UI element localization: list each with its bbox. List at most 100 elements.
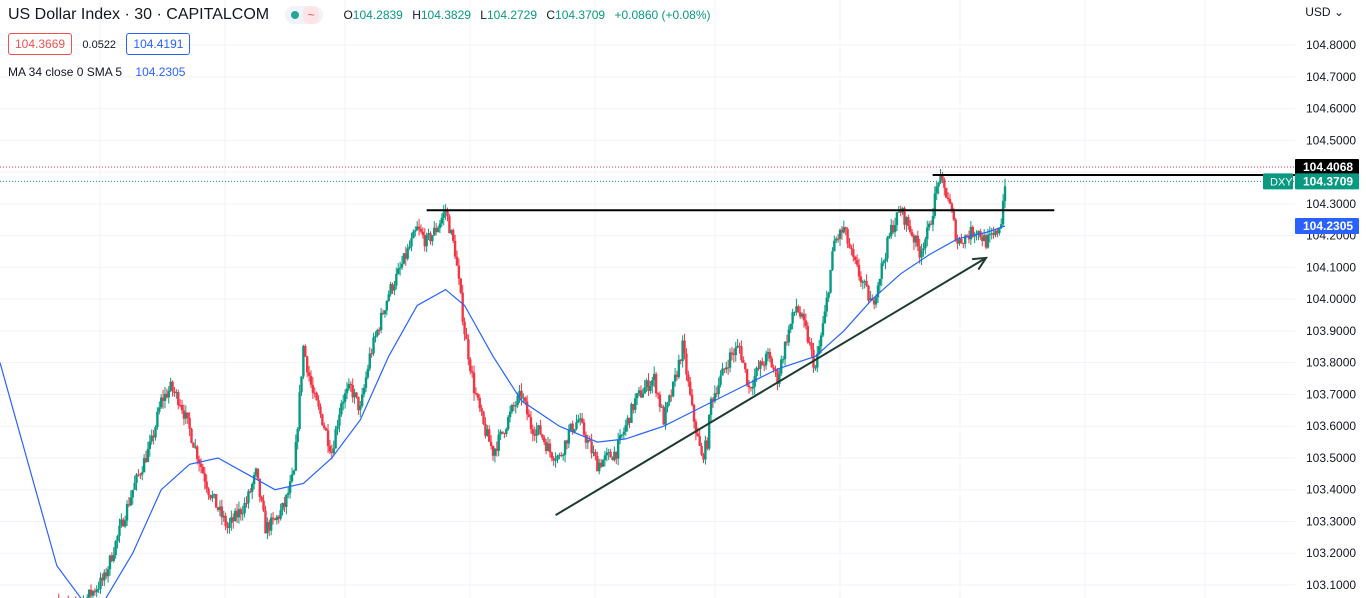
candle-body	[736, 345, 739, 348]
candle-body	[135, 474, 138, 483]
candle-body	[838, 229, 842, 239]
candle-body	[529, 417, 533, 430]
candle-body	[425, 235, 428, 247]
candle-body	[829, 269, 832, 293]
candle-body	[281, 502, 284, 511]
candle-body	[656, 393, 660, 395]
candle-body	[605, 452, 608, 456]
candle-body	[133, 482, 136, 490]
candle-body	[387, 294, 390, 301]
candle-body	[154, 427, 157, 438]
candle-body	[660, 406, 663, 408]
candle-body	[554, 459, 557, 461]
candle-body	[408, 246, 411, 249]
candle-body	[412, 231, 415, 239]
candle-body	[233, 510, 237, 522]
candle-body	[742, 359, 745, 363]
currency-selector[interactable]: USD ⌄	[1305, 5, 1344, 19]
candle-body	[709, 398, 713, 415]
indicator-title: MA 34 close 0 SMA 5	[8, 65, 123, 79]
candle-body	[474, 392, 478, 395]
candle-body	[616, 439, 620, 459]
candle-body	[87, 589, 91, 598]
candle-body	[190, 428, 193, 443]
candle-body	[357, 396, 360, 411]
candle-body	[956, 239, 959, 244]
low-label: L	[480, 8, 487, 23]
indicator-legend[interactable]: MA 34 close 0 SMA 5 104.2305	[8, 65, 185, 79]
market-status-chip[interactable]: ~	[285, 6, 324, 25]
candle-body	[125, 504, 129, 521]
candle-body	[641, 393, 645, 398]
candle-body	[275, 516, 279, 521]
candle-body	[759, 361, 762, 369]
candle-body	[315, 392, 318, 401]
candle-body	[366, 368, 370, 378]
candle-body	[245, 503, 248, 505]
candle-body	[799, 312, 802, 317]
candle-body	[355, 392, 358, 397]
candle-body	[486, 429, 489, 436]
candle-body	[104, 572, 108, 577]
candle-body	[404, 253, 407, 259]
candle-body	[434, 227, 438, 233]
candle-body	[194, 446, 197, 448]
low-value: 104.2729	[486, 8, 538, 23]
candle-body	[810, 342, 813, 350]
candle-body	[594, 452, 597, 457]
candle-body	[510, 405, 514, 412]
candle-body	[929, 223, 933, 225]
candle-body	[698, 436, 701, 446]
price-axis[interactable]: 103.1000 103.2000 103.3000 103.4000 103.5000…	[1306, 38, 1356, 592]
candle-body	[491, 445, 495, 456]
candle-body	[120, 519, 123, 526]
candle-body	[516, 395, 519, 406]
symbol-title[interactable]: US Dollar Index · 30 · CAPITALCOM	[8, 6, 270, 23]
candle-body	[328, 446, 332, 452]
candle-body	[696, 433, 700, 437]
candle-body	[376, 329, 379, 336]
candle-body	[216, 507, 220, 511]
candle-body	[256, 468, 260, 479]
candle-body	[615, 451, 618, 459]
market-open-dot-icon	[291, 11, 300, 20]
candle-body	[214, 494, 218, 508]
candle-body	[531, 429, 535, 435]
close-value: 104.3709	[555, 8, 606, 23]
candle-body	[711, 398, 715, 402]
candle-body	[480, 408, 483, 412]
candle-body	[753, 376, 756, 387]
candle-body	[679, 359, 682, 361]
candle-body	[541, 434, 544, 438]
candle-body	[224, 515, 227, 527]
candle-body	[383, 310, 387, 315]
candle-body	[670, 395, 673, 397]
candle-body	[505, 429, 508, 434]
buy-button[interactable]: 104.4191	[126, 33, 191, 55]
candle-body	[359, 405, 362, 411]
candle-body	[347, 383, 351, 389]
candle-body	[451, 230, 455, 241]
candle-body	[611, 457, 614, 461]
candle-body	[967, 236, 971, 240]
candle-body	[205, 481, 208, 489]
candle-body	[802, 313, 806, 321]
candle-body	[601, 460, 605, 467]
candle-body	[984, 235, 988, 248]
candle-body	[184, 412, 188, 419]
candle-body	[110, 555, 114, 561]
candle-body	[304, 345, 307, 357]
candle-body	[400, 263, 404, 268]
y-tick-label: 103.1000	[1306, 578, 1356, 592]
candle-body	[438, 223, 442, 229]
candle-body	[808, 342, 811, 344]
candle-body	[888, 235, 891, 238]
candle-body	[835, 238, 838, 241]
sell-button[interactable]: 104.3669	[8, 33, 73, 55]
candle-body	[226, 526, 229, 528]
candle-body	[558, 455, 561, 457]
candle-body	[444, 210, 447, 213]
candle-body	[945, 187, 948, 198]
candle-body	[969, 226, 973, 240]
